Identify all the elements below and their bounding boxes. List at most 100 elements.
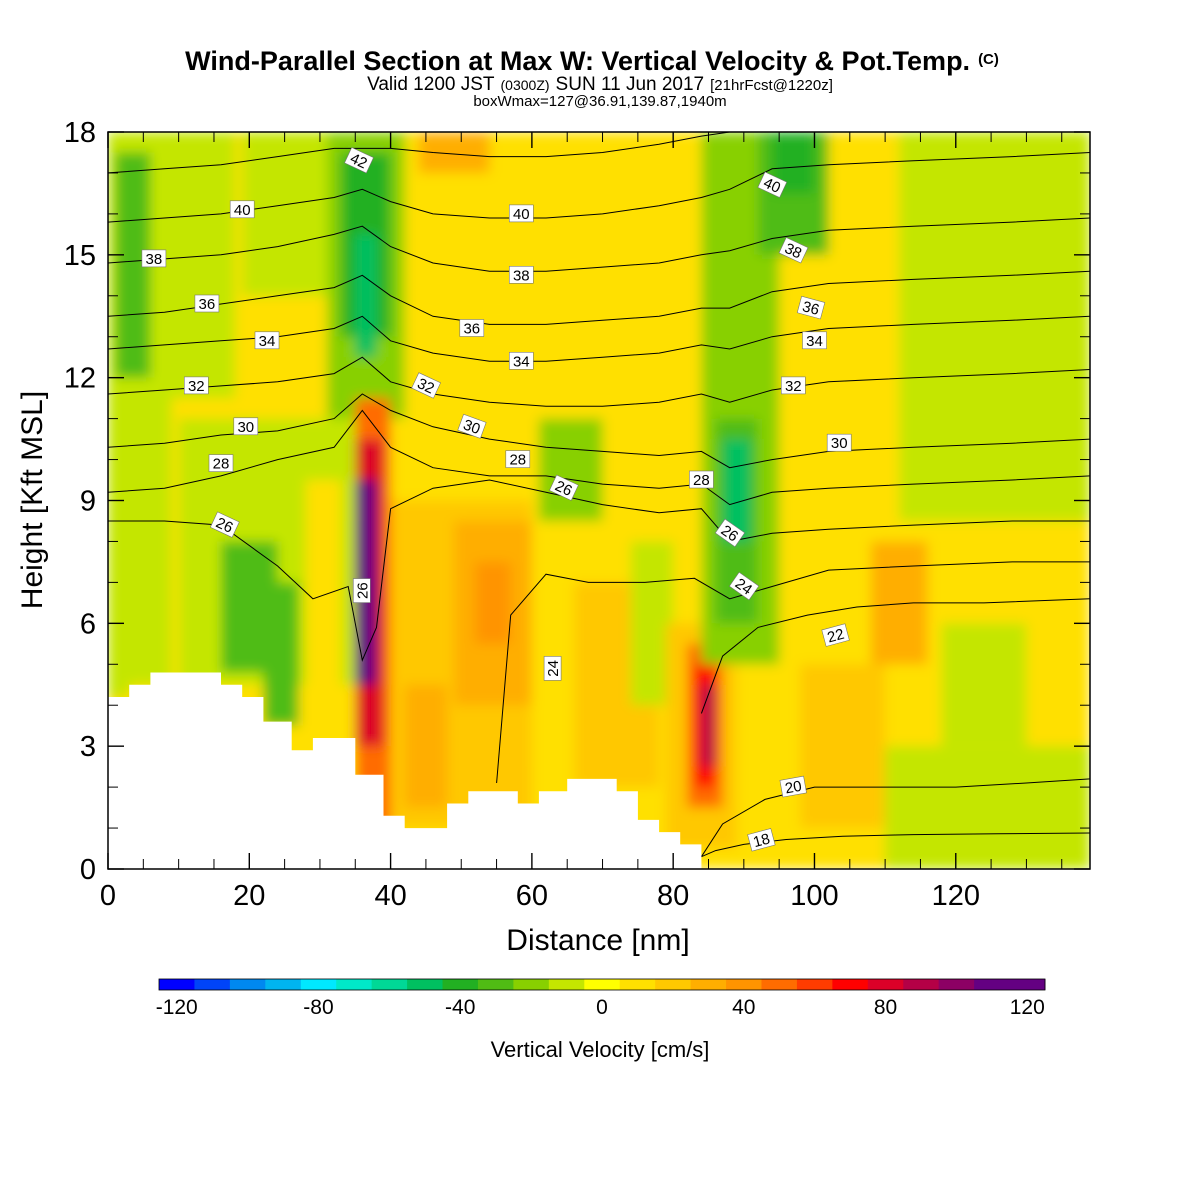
contour-label-text: 36 <box>199 296 216 313</box>
contour-label-18: 30 <box>826 433 852 452</box>
contour-label-0: 42 <box>344 147 374 174</box>
colorbar-swatch <box>371 979 408 990</box>
contour-label-text: 42 <box>347 150 369 172</box>
contour-label-box <box>728 571 760 601</box>
velocity-cell-3 <box>108 574 130 698</box>
contour-label-box <box>457 413 487 439</box>
x-tick-label: 80 <box>657 880 689 912</box>
contour-label-box <box>796 295 826 320</box>
colorbar-frame <box>158 978 1046 991</box>
velocity-cell-35 <box>885 746 1090 869</box>
velocity-cell-16 <box>475 561 511 644</box>
contour-label-text: 32 <box>188 378 205 395</box>
chart-title: Wind-Parallel Section at Max W: Vertical… <box>185 46 999 76</box>
colorbar-swatch <box>974 979 1046 990</box>
theta-contour-38 <box>108 217 1090 272</box>
velocity-cell-19 <box>531 541 575 767</box>
x-axis-label: Distance [nm] <box>506 924 689 957</box>
velocity-cell-8 <box>242 132 342 296</box>
contour-label-box <box>689 470 714 489</box>
colorbar-tick-label: -80 <box>303 996 333 1019</box>
contour-label-box <box>229 200 255 219</box>
contour-label-box <box>208 454 234 472</box>
contour-label-box <box>821 623 850 647</box>
contour-label-25: 26 <box>352 578 371 603</box>
contour-label-text: 20 <box>784 778 803 798</box>
velocity-cell-4 <box>171 132 236 399</box>
contour-label-text: 26 <box>213 514 235 536</box>
contour-label-box <box>141 249 167 268</box>
contour-label-14: 32 <box>411 372 441 399</box>
contour-label-box <box>505 450 531 468</box>
colorbar-tick-label: -40 <box>445 996 475 1019</box>
contour-label-text: 38 <box>782 240 804 262</box>
velocity-cell-7 <box>263 582 299 726</box>
contour-label-box <box>411 372 441 399</box>
contour-label-4: 38 <box>141 249 167 268</box>
colorbar-swatch <box>619 979 656 990</box>
contour-label-11: 34 <box>508 351 534 370</box>
contour-label-27: 24 <box>728 571 760 601</box>
contour-label-box <box>826 433 852 452</box>
contour-label-16: 30 <box>233 417 259 436</box>
copyright-mark: (C) <box>978 51 999 68</box>
contour-label-text: 40 <box>513 206 530 223</box>
colorbar-swatch <box>407 979 444 990</box>
velocity-cell-25 <box>701 684 716 767</box>
colorbar-swatch <box>159 979 195 990</box>
x-tick-label: 100 <box>790 880 838 912</box>
contour-label-text: 24 <box>545 660 562 677</box>
contour-label-29: 20 <box>779 775 807 798</box>
colorbar-swatch <box>336 979 373 990</box>
contour-label-text: 22 <box>826 626 847 647</box>
colorbar-swatch <box>761 979 798 990</box>
x-tick-label: 20 <box>233 880 265 912</box>
y-tick-label: 6 <box>80 608 96 640</box>
x-tick-label: 40 <box>374 880 406 912</box>
contour-label-box <box>779 775 807 798</box>
contour-label-box <box>508 351 534 370</box>
contour-label-box <box>459 319 485 337</box>
colorbar-label: Vertical Velocity [cm/s] <box>491 1037 710 1062</box>
theta-contour-20 <box>700 778 1090 857</box>
colorbar-swatch <box>832 979 869 990</box>
forecast-info: [21hrFcst@1220z] <box>710 77 833 94</box>
contour-label-text: 36 <box>801 298 822 319</box>
velocity-cell-34 <box>941 623 1027 747</box>
contour-label-box <box>344 147 374 174</box>
contour-label-box <box>780 376 806 395</box>
chart-subtitle: Valid 1200 JST (0300Z) SUN 11 Jun 2017 [21h… <box>367 74 833 95</box>
colorbar-swatch <box>903 979 940 990</box>
colorbar-tick-label: 0 <box>596 996 608 1019</box>
contour-label-box <box>233 417 259 436</box>
colorbar-tick-label: 40 <box>732 996 755 1019</box>
contour-label-21: 28 <box>689 470 714 489</box>
y-tick-label: 9 <box>80 486 96 518</box>
velocity-cell-36 <box>998 132 1090 337</box>
contour-label-box <box>209 511 240 538</box>
contour-label-23: 26 <box>549 474 579 501</box>
colorbar: -120 -80 -40 0 40 80 120 <box>156 978 1046 1019</box>
colorbar-swatch <box>690 979 727 990</box>
y-tick-label: 3 <box>80 731 96 763</box>
colorbar-swatch <box>194 979 231 990</box>
colorbar-tick-label: 120 <box>1010 996 1045 1019</box>
contour-label-17: 30 <box>457 413 487 439</box>
contour-label-box <box>714 518 746 548</box>
contour-labels: 42 40 40 40 38 38 38 36 36 36 34 34 34 32 32 32 30 30 30 28… <box>141 147 852 852</box>
contour-label-19: 28 <box>208 454 234 473</box>
contour-label-text: 30 <box>831 435 848 452</box>
contour-label-12: 34 <box>802 331 827 350</box>
contour-label-text: 32 <box>415 375 437 397</box>
colorbar-swatch <box>867 979 904 990</box>
velocity-cell-18 <box>538 418 603 521</box>
theta-contour-26 <box>108 479 1090 662</box>
colorbar-tick-label: -120 <box>156 996 198 1019</box>
contour-label-text: 40 <box>761 174 783 196</box>
colorbar-swatch <box>548 979 585 990</box>
contour-label-text: 40 <box>234 202 251 219</box>
theta-contour-32 <box>108 356 1090 407</box>
title-text: Wind-Parallel Section at Max W: Vertical… <box>185 46 970 76</box>
valid-date: SUN 11 Jun 2017 <box>556 74 705 95</box>
